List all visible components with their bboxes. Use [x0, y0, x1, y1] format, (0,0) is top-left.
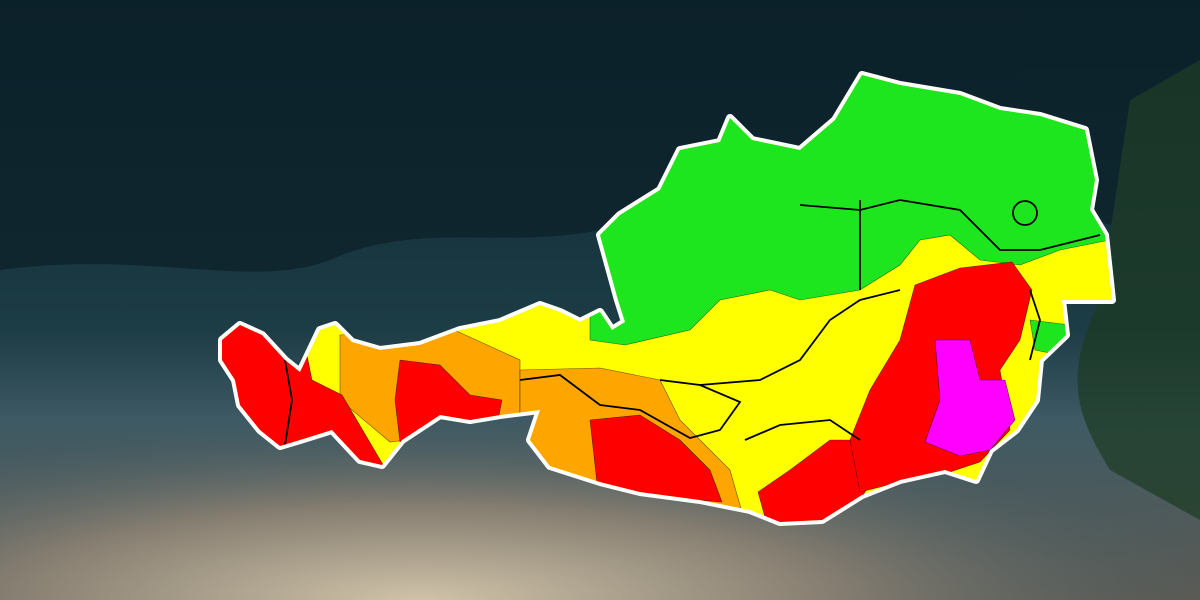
region-north[interactable] — [589, 60, 1150, 346]
region-styria-southeast[interactable] — [924, 339, 1016, 457]
province-borders — [284, 199, 1101, 446]
